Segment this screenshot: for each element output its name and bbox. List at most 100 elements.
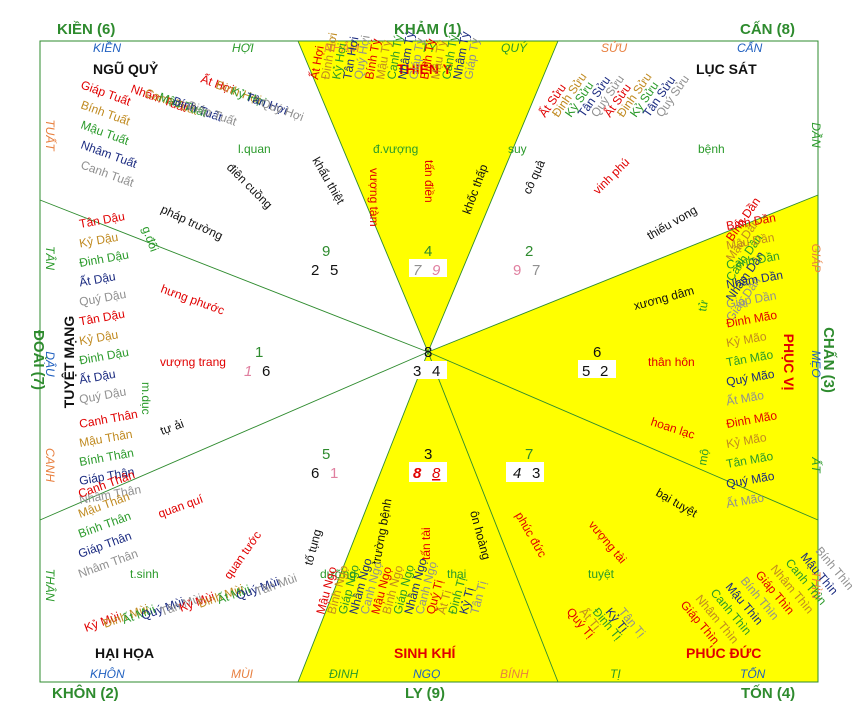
star-vuong-trang: vượng trang bbox=[160, 355, 226, 369]
sector-phuc-duc: PHÚC ĐỨC bbox=[686, 644, 761, 661]
sector-thien-y: THIÊN Y bbox=[397, 60, 453, 77]
n-top: 4 bbox=[424, 243, 432, 260]
star-tuyet: tuyệt bbox=[588, 567, 615, 581]
star-tu-ai: tự ải bbox=[158, 416, 185, 437]
w-top: 1 bbox=[255, 344, 263, 361]
sector-tuyet-mang: TUYỆT MẠNG bbox=[60, 316, 77, 409]
c-right: 4 bbox=[432, 363, 440, 380]
s-right: 8 bbox=[432, 465, 441, 482]
ne-left: 9 bbox=[513, 262, 521, 279]
label-kien: KIỀN (6) bbox=[57, 21, 115, 38]
mtn-ty: TÝ bbox=[421, 40, 437, 55]
mtn-canh: CANH bbox=[43, 448, 57, 482]
star-to-tung: tố tụng bbox=[301, 528, 324, 567]
phuc-vi-zone bbox=[428, 195, 818, 520]
label-can: CẤN (8) bbox=[740, 21, 795, 38]
star-hung-phuoc: hưng phước bbox=[159, 282, 226, 318]
mtn-binh: BÍNH bbox=[500, 666, 529, 681]
sinh-khi-zone bbox=[298, 352, 558, 682]
can-chi-tuyet-mang-item: Kỷ Dậu bbox=[78, 230, 119, 251]
can-chi-tuyet-mang-item: Đinh Dậu bbox=[78, 247, 130, 269]
mtn-tan: TÂN bbox=[43, 246, 58, 270]
can-chi-sinh-khi-item: Kỷ Tị bbox=[456, 586, 477, 616]
label-chan: CHẤN (3) bbox=[820, 327, 837, 393]
can-chi-phuc-vi-item: Ất Mão bbox=[725, 490, 765, 511]
e-right: 2 bbox=[600, 363, 608, 380]
mtn-than: THÂN bbox=[43, 569, 58, 602]
can-chi-tuyet-mang-item: Tân Dậu bbox=[78, 209, 126, 231]
c-left: 3 bbox=[413, 363, 421, 380]
mtn-khon: KHÔN bbox=[90, 666, 125, 681]
mtn-meo: MẸO bbox=[809, 350, 823, 377]
w-right: 6 bbox=[262, 363, 270, 380]
sw-left: 6 bbox=[311, 465, 319, 482]
n-left: 7 bbox=[413, 262, 422, 279]
star-mo: mộ bbox=[695, 447, 712, 466]
ne-top: 2 bbox=[525, 243, 533, 260]
sector-ngu-quy: NGŨ QUỶ bbox=[93, 60, 159, 77]
sector-hai-hoa: HẠI HỌA bbox=[95, 645, 154, 661]
star-khau-thiet: khẩu thiệt bbox=[309, 155, 347, 208]
can-chi-phuc-vi-item: Ất Mão bbox=[725, 387, 765, 408]
mtn-ton: TỐN bbox=[740, 666, 766, 681]
mtn-dau: DẬU bbox=[43, 351, 58, 377]
can-chi-thien-y-item: Mậu Tý bbox=[373, 39, 394, 81]
can-chi-thien-y-item: Mậu Tý bbox=[428, 39, 449, 81]
mtn-hoi: HỢI bbox=[232, 41, 254, 55]
nw-top: 9 bbox=[322, 243, 330, 260]
sector-sinh-khi: SINH KHÍ bbox=[394, 645, 457, 661]
mtn-quy: QUÝ bbox=[501, 40, 528, 55]
mtn-giap: GIÁP bbox=[809, 244, 824, 273]
can-chi-tuyet-mang-item: Quý Dậu bbox=[78, 287, 127, 309]
label-kham: KHẢM (1) bbox=[394, 21, 462, 38]
mtn-dan: DẦN bbox=[809, 122, 824, 148]
w-left: 1 bbox=[244, 363, 252, 380]
mtn-kien: KIỀN bbox=[93, 40, 121, 55]
star-co-qua: cô quả bbox=[520, 157, 548, 196]
number-boxes bbox=[409, 259, 616, 482]
label-khon: KHÔN (2) bbox=[52, 684, 119, 702]
se-top: 7 bbox=[525, 446, 533, 463]
can-chi-tuyet-mang-item: Đinh Dậu bbox=[78, 345, 130, 367]
s-top: 3 bbox=[424, 446, 432, 463]
can-chi-thien-y-item: Kỷ Hợi bbox=[329, 42, 349, 80]
star-vinh-phu: vinh phú bbox=[590, 155, 632, 197]
can-chi-ngu-quy-item: Quý Hợi bbox=[259, 96, 306, 124]
can-chi-tuyet-mang-item: Kỷ Dậu bbox=[78, 327, 119, 348]
star-d-vuong: đ.vượng bbox=[373, 142, 418, 156]
star-tu: tử bbox=[695, 299, 711, 313]
s-left: 8 bbox=[413, 465, 422, 482]
star-phap-truong: pháp trường bbox=[159, 202, 225, 243]
star-quan-qui: quan quí bbox=[156, 491, 205, 520]
ne-right: 7 bbox=[532, 262, 540, 279]
sector-phuc-vi: PHỤC VỊ bbox=[781, 334, 797, 391]
star-than-hon: thân hôn bbox=[648, 355, 695, 369]
star-tan-dien: tấn điền bbox=[422, 160, 436, 203]
star-l-quan: l.quan bbox=[238, 142, 271, 156]
star-duong: dưỡng bbox=[320, 567, 356, 581]
star-dien-cuong: điên cuồng bbox=[224, 160, 275, 211]
se-left: 4 bbox=[513, 465, 521, 482]
can-chi-thien-y-item: Ất Hợi bbox=[306, 45, 327, 81]
sector-dividers bbox=[39, 40, 819, 683]
sector-luc-sat: LỤC SÁT bbox=[696, 61, 757, 77]
nw-right: 5 bbox=[330, 262, 338, 279]
star-vuong-tam: vượng tàm bbox=[367, 168, 381, 227]
can-chi-tuyet-mang-item: Ất Dậu bbox=[78, 268, 117, 289]
star-benh: bệnh bbox=[698, 142, 725, 156]
star-g-doi: g.đối bbox=[139, 224, 161, 253]
n-right: 9 bbox=[432, 262, 441, 279]
sw-right: 1 bbox=[330, 465, 338, 482]
mtn-ti: TỊ bbox=[610, 667, 621, 681]
label-ton: TỐN (4) bbox=[741, 684, 795, 702]
star-quan-tuoc: quan tước bbox=[221, 528, 264, 581]
can-chi-sinh-khi-item: Ất Tị bbox=[433, 588, 454, 616]
e-left: 5 bbox=[582, 363, 590, 380]
mtn-suu: SỬU bbox=[601, 40, 628, 55]
nw-left: 2 bbox=[311, 262, 319, 279]
label-doai: ĐOÀI (7) bbox=[30, 330, 47, 390]
mtn-tuat: TUẤT bbox=[43, 119, 58, 152]
mtn-nham: NHÂM bbox=[324, 40, 359, 55]
star-m-duc: m.dục bbox=[139, 382, 153, 415]
